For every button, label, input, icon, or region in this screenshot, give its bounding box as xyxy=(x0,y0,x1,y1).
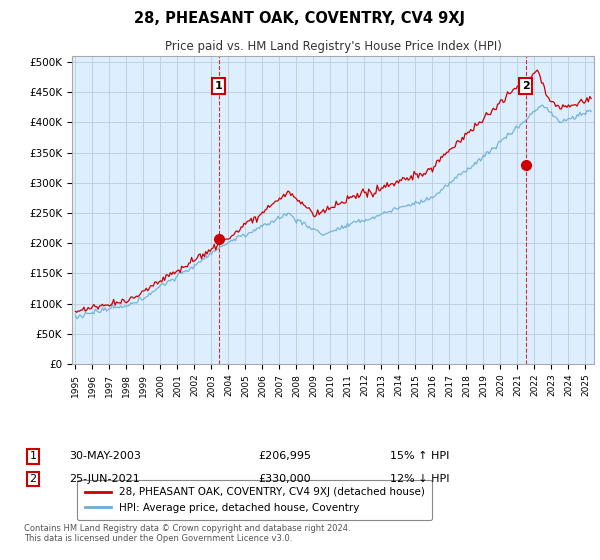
Text: Contains HM Land Registry data © Crown copyright and database right 2024.
This d: Contains HM Land Registry data © Crown c… xyxy=(24,524,350,543)
Text: 30-MAY-2003: 30-MAY-2003 xyxy=(69,451,141,461)
Text: 28, PHEASANT OAK, COVENTRY, CV4 9XJ: 28, PHEASANT OAK, COVENTRY, CV4 9XJ xyxy=(134,11,466,26)
Text: 15% ↑ HPI: 15% ↑ HPI xyxy=(390,451,449,461)
Text: 25-JUN-2021: 25-JUN-2021 xyxy=(69,474,140,484)
Text: 2: 2 xyxy=(522,81,530,91)
Text: 1: 1 xyxy=(215,81,223,91)
Text: £206,995: £206,995 xyxy=(258,451,311,461)
Title: Price paid vs. HM Land Registry's House Price Index (HPI): Price paid vs. HM Land Registry's House … xyxy=(164,40,502,53)
Text: 1: 1 xyxy=(29,451,37,461)
Text: 2: 2 xyxy=(29,474,37,484)
Text: 12% ↓ HPI: 12% ↓ HPI xyxy=(390,474,449,484)
Text: £330,000: £330,000 xyxy=(258,474,311,484)
Legend: 28, PHEASANT OAK, COVENTRY, CV4 9XJ (detached house), HPI: Average price, detach: 28, PHEASANT OAK, COVENTRY, CV4 9XJ (det… xyxy=(77,480,432,520)
